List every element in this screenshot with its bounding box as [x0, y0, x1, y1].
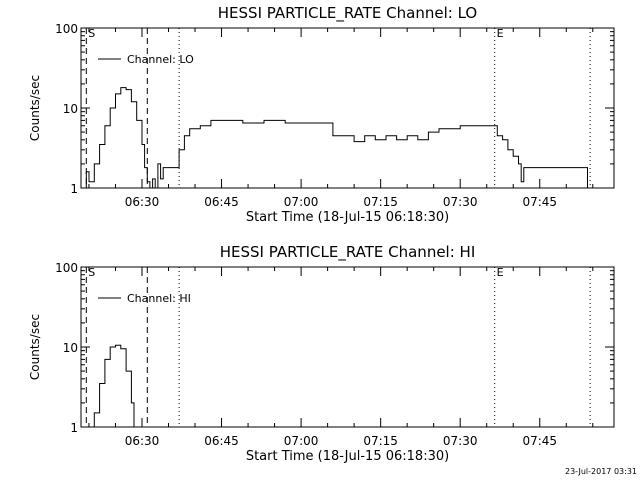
x-tick-label: 07:15: [363, 195, 398, 209]
chart-title: HESSI PARTICLE_RATE Channel: HI: [220, 243, 476, 262]
time-marker-label: E: [497, 27, 504, 40]
x-tick-label: 06:45: [204, 195, 239, 209]
x-axis-label: Start Time (18-Jul-15 06:18:30): [246, 210, 449, 225]
y-tick-label: 100: [55, 22, 78, 36]
footer-timestamp: 23-Jul-2017 03:31: [565, 467, 637, 476]
x-tick-label: 06:45: [204, 434, 239, 448]
plot-frame: [80, 266, 615, 428]
series-line: [83, 87, 588, 189]
y-axis-label: Counts/sec: [28, 314, 42, 380]
legend-label: Channel: LO: [127, 53, 194, 66]
time-marker-label: S: [88, 27, 95, 40]
y-tick-label: 1: [70, 421, 78, 435]
series-line: [91, 344, 135, 428]
time-marker-label: E: [497, 266, 504, 279]
y-tick-label: 10: [63, 341, 78, 355]
x-tick-label: 06:30: [125, 195, 160, 209]
panel-channel-hi: HESSI PARTICLE_RATE Channel: HI 1 10 100 06:…: [28, 243, 615, 464]
x-axis-label: Start Time (18-Jul-15 06:18:30): [246, 449, 449, 464]
x-tick-label: 07:30: [443, 434, 478, 448]
x-tick-label: 07:30: [443, 195, 478, 209]
y-axis-label: Counts/sec: [28, 75, 42, 141]
x-tick-label: 07:45: [522, 434, 557, 448]
time-marker-label: S: [88, 266, 95, 279]
x-tick-label: 06:30: [125, 434, 160, 448]
legend-label: Channel: HI: [127, 292, 191, 305]
x-tick-label: 07:15: [363, 434, 398, 448]
panel-channel-lo: HESSI PARTICLE_RATE Channel: LO 1 10 100 06:…: [28, 4, 615, 225]
y-tick-label: 1: [70, 182, 78, 196]
y-tick-label: 100: [55, 261, 78, 275]
chart-title: HESSI PARTICLE_RATE Channel: LO: [218, 4, 477, 23]
x-tick-label: 07:00: [284, 195, 319, 209]
y-tick-label: 10: [63, 102, 78, 116]
x-tick-label: 07:00: [284, 434, 319, 448]
x-tick-label: 07:45: [522, 195, 557, 209]
